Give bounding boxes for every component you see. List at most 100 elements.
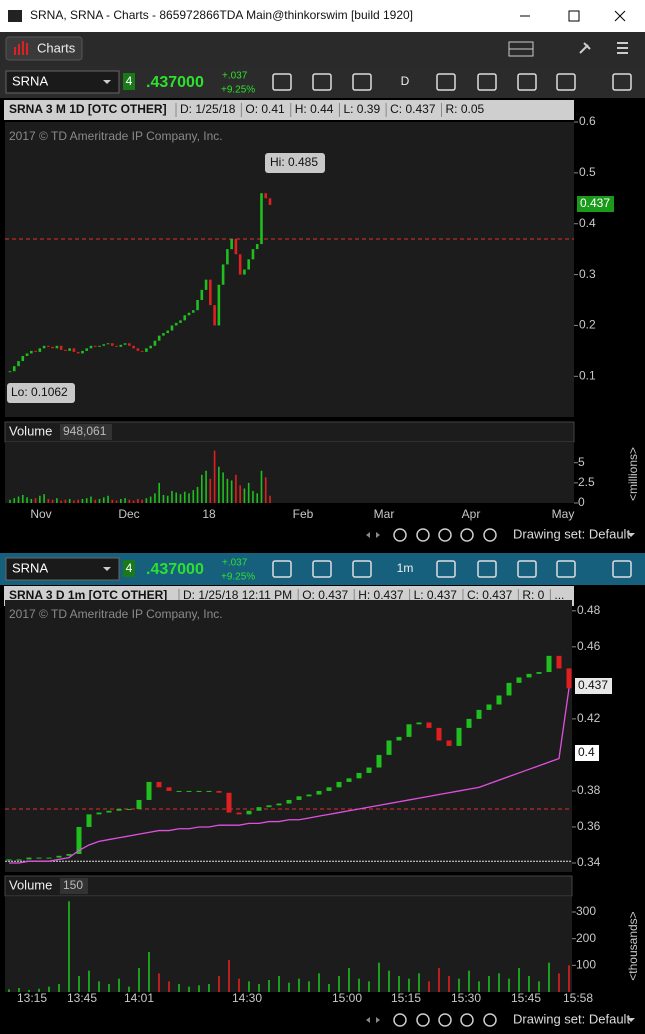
tool-button[interactable]: [438, 1013, 452, 1027]
tool-button[interactable]: [416, 528, 430, 542]
toolbar-button[interactable]: [436, 560, 456, 578]
scroll-arrow[interactable]: [366, 1017, 370, 1023]
volume-bar: [264, 477, 267, 503]
candle: [286, 799, 292, 804]
tool-button[interactable]: [393, 528, 407, 542]
toolbar-button[interactable]: [312, 560, 332, 578]
y-tick-label: 0.4: [579, 216, 596, 230]
study-box: [575, 745, 599, 761]
tool-button[interactable]: [416, 1013, 430, 1027]
candle: [153, 340, 157, 346]
toolbar-button[interactable]: [352, 560, 372, 578]
candle: [115, 345, 118, 347]
candle: [416, 722, 422, 725]
candle: [246, 810, 252, 815]
volume-bar: [149, 496, 152, 503]
drawing-set[interactable]: Drawing set: Default: [513, 1011, 630, 1026]
candle: [238, 254, 242, 275]
candle: [106, 810, 112, 813]
candle: [506, 682, 512, 696]
candle: [406, 724, 412, 737]
tool-button[interactable]: [438, 528, 452, 542]
dropdown-arrow[interactable]: [627, 1018, 635, 1022]
candle: [12, 366, 16, 372]
toolbar-button[interactable]: [517, 560, 537, 578]
volume-bar: [235, 474, 237, 503]
toolbar-button[interactable]: [556, 73, 576, 91]
volume-value-box: [60, 878, 88, 894]
y-tick-label: 0.42: [577, 711, 601, 725]
toolbar-button[interactable]: [612, 560, 632, 578]
candle: [98, 345, 101, 347]
menu-button[interactable]: [617, 42, 628, 54]
aggregation[interactable]: 1m: [397, 561, 414, 575]
maximize[interactable]: [568, 10, 580, 22]
volume-bar: [418, 973, 420, 992]
candle: [268, 198, 272, 205]
candle: [149, 345, 152, 349]
candle: [204, 279, 208, 290]
volume-bar: [168, 981, 170, 992]
volume-bar: [81, 498, 84, 503]
volume-bar: [98, 498, 101, 503]
volume-bar: [226, 478, 229, 503]
info-field: L: 0.39: [343, 102, 380, 116]
candle: [336, 781, 342, 788]
y-tick-label: 0.6: [579, 114, 596, 128]
info-field: D: 1/25/18 12:11 PM: [183, 588, 292, 602]
candle: [213, 305, 216, 326]
toolbar-button[interactable]: [352, 73, 372, 91]
volume-bar: [98, 981, 100, 992]
toolbar-button[interactable]: [517, 73, 537, 91]
candle: [456, 727, 462, 746]
toolbar-button[interactable]: [436, 73, 456, 91]
toolbar-button[interactable]: [556, 560, 576, 578]
x-tick-label: Feb: [293, 507, 314, 521]
toolbar-button[interactable]: [477, 560, 497, 578]
volume-plot: [5, 442, 574, 503]
tool-button[interactable]: [483, 1013, 497, 1027]
candle: [76, 351, 80, 354]
volume-bar: [58, 984, 60, 992]
candle: [196, 300, 199, 311]
scroll-arrow[interactable]: [376, 532, 380, 538]
volume-bar: [428, 981, 430, 992]
dropdown-arrow[interactable]: [627, 533, 635, 537]
toolbar-button[interactable]: [477, 73, 497, 91]
toolbar-button[interactable]: [612, 73, 632, 91]
scroll-arrow[interactable]: [376, 1017, 380, 1023]
info-field: L: 0.437: [414, 588, 458, 602]
candle: [247, 259, 250, 270]
candle: [386, 740, 392, 755]
aggregation[interactable]: D: [401, 74, 410, 88]
tool-button[interactable]: [460, 1013, 474, 1027]
candle: [255, 244, 259, 250]
symbol-box[interactable]: [5, 557, 120, 581]
symbol-box[interactable]: [5, 70, 120, 94]
x-tick-label: Nov: [30, 507, 51, 521]
candle: [119, 344, 123, 347]
badge: 4: [126, 74, 133, 88]
candle: [556, 655, 562, 669]
scroll-arrow[interactable]: [366, 532, 370, 538]
toolbar-button[interactable]: [312, 73, 332, 91]
volume-bar: [158, 482, 160, 503]
tool-button[interactable]: [483, 528, 497, 542]
toolbar-button[interactable]: [272, 560, 292, 578]
volume-tick-label: 100: [576, 958, 596, 972]
x-tick-label: 18: [202, 507, 216, 521]
x-tick-label: 13:45: [67, 991, 97, 1005]
charts-tab[interactable]: [5, 36, 83, 61]
close[interactable]: [614, 10, 626, 22]
candle: [466, 718, 472, 728]
candle: [346, 778, 352, 782]
drawing-set[interactable]: Drawing set: Default: [513, 526, 630, 541]
tool-button[interactable]: [393, 1013, 407, 1027]
candle: [366, 767, 372, 773]
pin-button[interactable]: [579, 42, 591, 54]
toolbar-button[interactable]: [272, 73, 292, 91]
dropdown-arrow[interactable]: [103, 567, 111, 571]
dropdown-arrow[interactable]: [103, 80, 111, 84]
tool-button[interactable]: [460, 528, 474, 542]
x-tick-label: 14:01: [124, 991, 154, 1005]
